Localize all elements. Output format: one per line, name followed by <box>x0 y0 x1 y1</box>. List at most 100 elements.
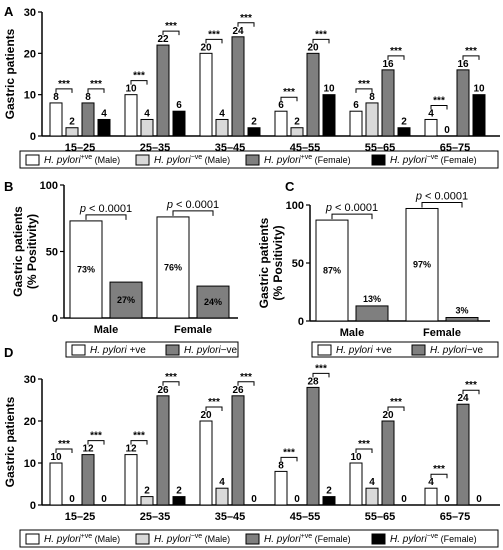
significance-bracket <box>312 38 330 44</box>
value-label: 28 <box>307 376 319 387</box>
legend-item-swatch <box>411 344 426 356</box>
value-label: 6 <box>278 100 284 111</box>
bar <box>231 36 245 137</box>
bar <box>140 118 154 137</box>
y-tick-label: 20 <box>24 416 36 428</box>
legend-item-label: H. pylori−ve <box>184 345 238 356</box>
legend: H. pylori +ve H. pylori−ve <box>65 341 239 358</box>
significance-stars: *** <box>358 79 370 90</box>
bar <box>156 216 190 319</box>
x-category-label: Male <box>94 324 118 336</box>
legend-item-swatch <box>71 344 86 356</box>
y-tick-label: 0 <box>30 131 36 143</box>
y-tick-label: 30 <box>24 7 36 19</box>
significance-bracket <box>355 88 373 93</box>
significance-stars: *** <box>133 71 145 82</box>
significance-bracket <box>331 213 373 220</box>
significance-bracket <box>130 80 148 85</box>
significance-bracket <box>430 473 448 479</box>
legend-item-swatch <box>25 154 40 166</box>
value-label: 10 <box>125 84 137 95</box>
significance-stars: *** <box>433 464 445 475</box>
significance-stars: *** <box>58 439 70 450</box>
significance-bracket <box>87 440 105 445</box>
bar <box>424 118 438 137</box>
bar <box>424 487 438 506</box>
value-label: 0 <box>401 494 407 505</box>
y-tick-label: 30 <box>24 374 36 386</box>
value-label: 22 <box>157 34 169 45</box>
bar <box>199 420 213 506</box>
legend-item-swatch <box>245 533 260 545</box>
significance-bracket <box>130 440 148 445</box>
bar <box>315 219 349 322</box>
legend-box <box>65 341 239 358</box>
value-label: 26 <box>232 385 244 396</box>
y-tick-label: 0 <box>298 316 304 328</box>
value-label: 24 <box>232 26 244 37</box>
bar <box>306 386 320 506</box>
value-label: 20 <box>200 42 212 53</box>
bar <box>381 420 395 506</box>
bar <box>156 395 170 506</box>
value-label: 4 <box>219 108 225 119</box>
significance-bracket <box>462 389 480 395</box>
percent-label: 76% <box>164 262 182 272</box>
bar <box>140 496 154 506</box>
bar <box>322 94 336 137</box>
significance-bracket <box>462 55 480 60</box>
bar <box>124 454 138 506</box>
legend-item-swatch <box>371 533 386 545</box>
bar <box>274 110 288 137</box>
value-label: 26 <box>157 385 169 396</box>
significance-bracket <box>162 381 180 386</box>
bar <box>231 395 245 506</box>
legend-item-label: H. pylori−ve (Female) <box>390 154 477 166</box>
bar <box>355 305 389 322</box>
significance-stars: *** <box>390 397 402 408</box>
x-category-label: 45–55 <box>290 511 321 523</box>
value-label: 12 <box>125 444 137 455</box>
significance-stars: *** <box>165 372 177 383</box>
legend-item-label: H. pylori−ve (Male) <box>154 533 230 545</box>
legend-item-swatch <box>371 154 386 166</box>
bar <box>199 52 213 137</box>
value-label: 0 <box>251 494 257 505</box>
x-category-label: Female <box>174 324 212 336</box>
bar <box>290 127 304 137</box>
value-label: 8 <box>53 92 59 103</box>
bar <box>397 127 411 137</box>
significance-bracket <box>312 372 330 378</box>
significance-stars: *** <box>283 87 295 98</box>
bar <box>349 110 363 137</box>
legend-item-swatch <box>25 533 40 545</box>
significance-stars: *** <box>58 79 70 90</box>
legend-item-swatch <box>135 533 150 545</box>
y-axis-label: Gastric patients <box>11 206 25 297</box>
y-tick-label: 0 <box>52 313 58 325</box>
significance-stars: *** <box>465 380 477 391</box>
value-label: 8 <box>278 460 284 471</box>
value-label: 20 <box>382 410 394 421</box>
significance-stars: *** <box>165 21 177 32</box>
y-axis-label-2: (% Positivity) <box>25 214 39 289</box>
bar <box>365 487 379 506</box>
x-category-label: Male <box>340 327 364 339</box>
value-label: 2 <box>176 486 182 497</box>
p-value-label: p < 0.0001 <box>415 190 468 202</box>
significance-bracket <box>172 210 214 216</box>
x-category-label: 55–65 <box>365 511 396 523</box>
y-tick-label: 100 <box>40 180 58 192</box>
panel-letter: D <box>4 345 13 360</box>
value-label: 2 <box>326 486 332 497</box>
significance-stars: *** <box>208 397 220 408</box>
p-value-label: p < 0.0001 <box>325 202 378 214</box>
bar <box>381 69 395 137</box>
y-tick-label: 10 <box>24 90 36 102</box>
legend-box <box>311 341 499 358</box>
significance-bracket <box>55 448 73 453</box>
significance-stars: *** <box>208 29 220 40</box>
significance-bracket <box>387 406 405 411</box>
bar <box>81 102 95 137</box>
